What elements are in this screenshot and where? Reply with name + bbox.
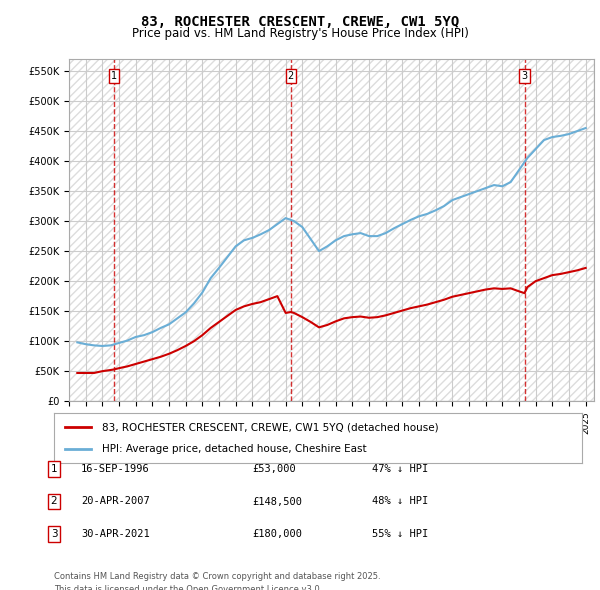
Text: 1: 1 (111, 71, 117, 81)
Text: £148,500: £148,500 (252, 497, 302, 506)
Text: 16-SEP-1996: 16-SEP-1996 (81, 464, 150, 474)
Text: This data is licensed under the Open Government Licence v3.0.: This data is licensed under the Open Gov… (54, 585, 322, 590)
Text: £53,000: £53,000 (252, 464, 296, 474)
Text: 2: 2 (287, 71, 294, 81)
Text: £180,000: £180,000 (252, 529, 302, 539)
Text: 83, ROCHESTER CRESCENT, CREWE, CW1 5YQ: 83, ROCHESTER CRESCENT, CREWE, CW1 5YQ (141, 15, 459, 29)
Text: 3: 3 (521, 71, 527, 81)
Text: 3: 3 (50, 529, 58, 539)
Text: 1: 1 (50, 464, 58, 474)
Text: 55% ↓ HPI: 55% ↓ HPI (372, 529, 428, 539)
Text: Contains HM Land Registry data © Crown copyright and database right 2025.: Contains HM Land Registry data © Crown c… (54, 572, 380, 581)
Text: Price paid vs. HM Land Registry's House Price Index (HPI): Price paid vs. HM Land Registry's House … (131, 27, 469, 40)
Text: 2: 2 (50, 497, 58, 506)
Text: 83, ROCHESTER CRESCENT, CREWE, CW1 5YQ (detached house): 83, ROCHESTER CRESCENT, CREWE, CW1 5YQ (… (101, 422, 438, 432)
Text: HPI: Average price, detached house, Cheshire East: HPI: Average price, detached house, Ches… (101, 444, 366, 454)
Text: 47% ↓ HPI: 47% ↓ HPI (372, 464, 428, 474)
Text: 48% ↓ HPI: 48% ↓ HPI (372, 497, 428, 506)
Text: 20-APR-2007: 20-APR-2007 (81, 497, 150, 506)
Text: 30-APR-2021: 30-APR-2021 (81, 529, 150, 539)
